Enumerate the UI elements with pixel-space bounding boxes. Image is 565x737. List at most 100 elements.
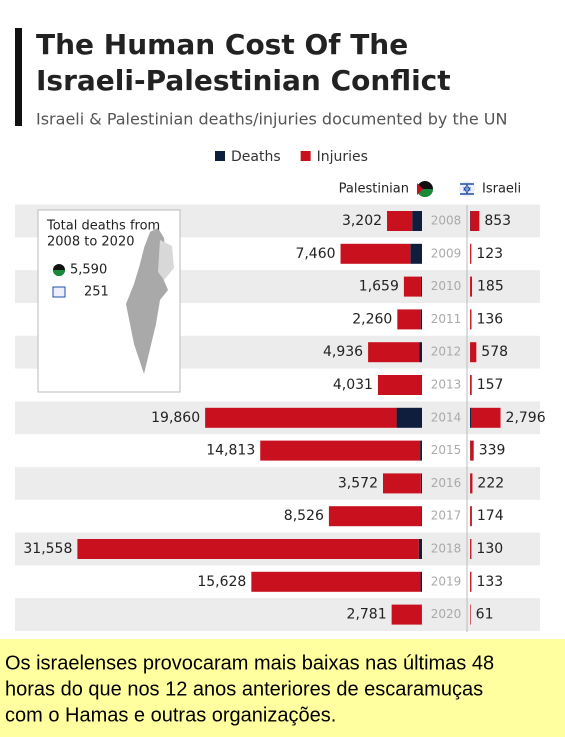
- value-label: 3,202: [342, 213, 382, 229]
- row-stripe: [15, 598, 540, 631]
- bar-injuries: [470, 342, 477, 363]
- bar-deaths: [410, 243, 422, 264]
- value-label: 136: [476, 311, 503, 327]
- value-label: 1,659: [359, 279, 399, 295]
- bar-injuries: [368, 342, 420, 363]
- value-label: 2,796: [506, 410, 546, 426]
- bar-injuries: [397, 309, 421, 330]
- value-label: 133: [476, 574, 503, 590]
- bar-injuries: [470, 309, 472, 330]
- year-label: 2015: [431, 443, 462, 457]
- flag-ps: [53, 270, 65, 276]
- legend-label: Deaths: [231, 149, 281, 165]
- bar-deaths: [412, 211, 422, 231]
- bar-injuries: [470, 407, 501, 428]
- inset-value: 5,590: [70, 263, 107, 278]
- bar-deaths: [470, 407, 471, 428]
- legend: Deaths Injuries: [215, 149, 368, 165]
- caption: Os israelenses provocaram mais baixas na…: [5, 652, 494, 674]
- bar-deaths: [418, 539, 422, 559]
- chart-title: The Human Cost Of The: [36, 28, 408, 61]
- value-label: 4,936: [323, 344, 363, 360]
- value-label: 15,628: [197, 574, 246, 590]
- title-accent: [15, 28, 22, 126]
- caption-box: [0, 639, 565, 737]
- bar-injuries: [470, 571, 472, 592]
- caption: com o Hamas e outras organizações.: [5, 704, 336, 726]
- value-label: 185: [477, 279, 504, 295]
- bar-injuries: [403, 276, 421, 297]
- caption: horas do que nos 12 anos anteriores de e…: [5, 678, 483, 700]
- inset-value: 251: [84, 285, 109, 300]
- column-header: Israeli: [482, 182, 521, 197]
- bar-injuries: [470, 604, 471, 625]
- value-label: 853: [484, 213, 511, 229]
- bar-deaths: [419, 342, 422, 363]
- value-label: 123: [476, 246, 503, 262]
- inset-title: Total deaths from: [46, 219, 160, 234]
- bar-injuries: [470, 375, 472, 395]
- value-label: 222: [477, 475, 504, 491]
- bar-injuries: [260, 440, 421, 461]
- bar-injuries: [391, 604, 422, 625]
- bar-injuries: [387, 211, 413, 231]
- bar-injuries: [470, 211, 480, 231]
- map: [158, 240, 174, 280]
- column-header: Palestinian: [339, 182, 409, 197]
- year-label: 2019: [431, 574, 462, 588]
- bar-injuries: [470, 440, 474, 461]
- inset: Total deaths from 2008 to 2020 5,590 251: [37, 209, 181, 393]
- chart-subtitle: Israeli & Palestinian deaths/injuries do…: [36, 110, 507, 129]
- legend-swatch: [300, 151, 311, 161]
- bar-deaths: [396, 407, 422, 428]
- value-label: 3,572: [338, 475, 378, 491]
- year-label: 2017: [431, 509, 462, 523]
- year-label: 2009: [431, 246, 462, 260]
- value-label: 4,031: [333, 377, 373, 393]
- bar-injuries: [382, 473, 421, 494]
- year-label: 2014: [431, 410, 462, 424]
- year-label: 2016: [431, 476, 462, 490]
- value-label: 339: [479, 443, 506, 459]
- year-label: 2020: [431, 607, 462, 621]
- legend-swatch: [215, 151, 225, 161]
- chart-title: Israeli-Palestinian Conflict: [36, 64, 451, 97]
- value-label: 14,813: [206, 443, 255, 459]
- bar-injuries: [470, 539, 472, 559]
- bar-injuries: [470, 473, 473, 494]
- year-label: 2018: [431, 542, 462, 556]
- value-label: 61: [476, 607, 494, 623]
- value-label: 157: [477, 377, 504, 393]
- flag-il: [52, 286, 66, 298]
- bar-deaths: [420, 473, 422, 494]
- value-label: 2,781: [347, 607, 387, 623]
- bar-injuries: [340, 243, 411, 264]
- bar-deaths: [420, 440, 422, 461]
- value-label: 174: [477, 508, 504, 524]
- value-label: 130: [476, 541, 503, 557]
- row-stripe: [15, 467, 540, 500]
- year-label: 2008: [431, 214, 462, 228]
- year-label: 2010: [431, 279, 462, 293]
- bar-deaths: [421, 506, 422, 527]
- legend-label: Injuries: [317, 149, 368, 165]
- bar-injuries: [470, 506, 472, 527]
- bar-injuries: [470, 276, 473, 297]
- flag-ps: [417, 181, 433, 197]
- bar-deaths: [420, 571, 422, 592]
- year-label: 2012: [431, 345, 462, 359]
- bar-deaths: [420, 309, 422, 330]
- bar-injuries: [328, 506, 422, 527]
- bar-injuries: [377, 375, 422, 395]
- value-label: 7,460: [295, 246, 335, 262]
- bar-injuries: [77, 539, 419, 559]
- value-label: 19,860: [151, 410, 200, 426]
- year-label: 2013: [431, 378, 462, 392]
- bar-injuries: [470, 243, 472, 264]
- bar-injuries: [251, 571, 421, 592]
- map: [126, 228, 168, 374]
- bar-injuries: [205, 407, 397, 428]
- year-label: 2011: [431, 312, 462, 326]
- value-label: 31,558: [23, 541, 72, 557]
